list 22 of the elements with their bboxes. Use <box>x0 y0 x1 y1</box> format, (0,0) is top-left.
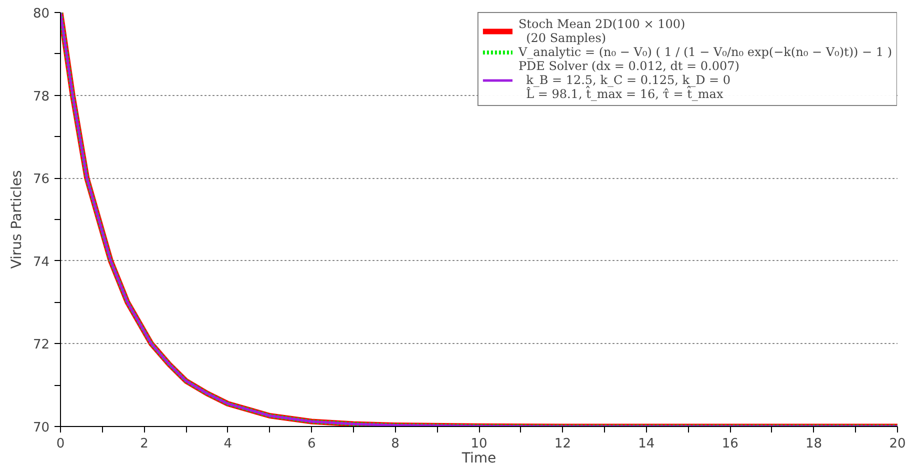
y-tick-label: 80 <box>32 6 50 22</box>
y-tick-label: 78 <box>32 89 50 104</box>
y-tick-label: 74 <box>32 254 50 270</box>
x-tick-label: 4 <box>224 436 232 452</box>
y-tick-label: 70 <box>32 420 50 436</box>
x-tick-label: 8 <box>391 436 400 452</box>
x-tick-label: 12 <box>554 436 571 452</box>
x-tick-label: 20 <box>889 436 906 452</box>
x-tick-label: 18 <box>806 436 822 452</box>
x-axis-title: Time <box>460 450 496 466</box>
x-tick-label: 14 <box>638 436 655 452</box>
legend-label: Stoch Mean 2D(100 × 100) (20 Samples) <box>518 17 686 45</box>
x-tick-label: 0 <box>56 436 65 452</box>
y-tick-label: 76 <box>32 172 50 188</box>
legend-label: PDE Solver (dx = 0.012, dt = 0.007) k_B = 12.5, k_C = 0.125, k_D = 0 L̂ = 98.1, t̂_max = 16, τ̂ = t̂_max <box>518 59 740 101</box>
x-tick-label: 16 <box>722 436 738 452</box>
y-axis-title: Virus Particles <box>8 170 25 269</box>
x-tick-label: 6 <box>307 436 316 452</box>
x-tick-label: 2 <box>140 436 148 452</box>
legend-label: V_analytic = (n₀ − V₀) ( 1 / (1 − V₀/n₀ exp(−k(n₀ − V₀)t)) − 1 ) <box>518 45 892 59</box>
y-tick-label: 72 <box>32 338 50 353</box>
x-tick-label: 10 <box>470 436 488 452</box>
